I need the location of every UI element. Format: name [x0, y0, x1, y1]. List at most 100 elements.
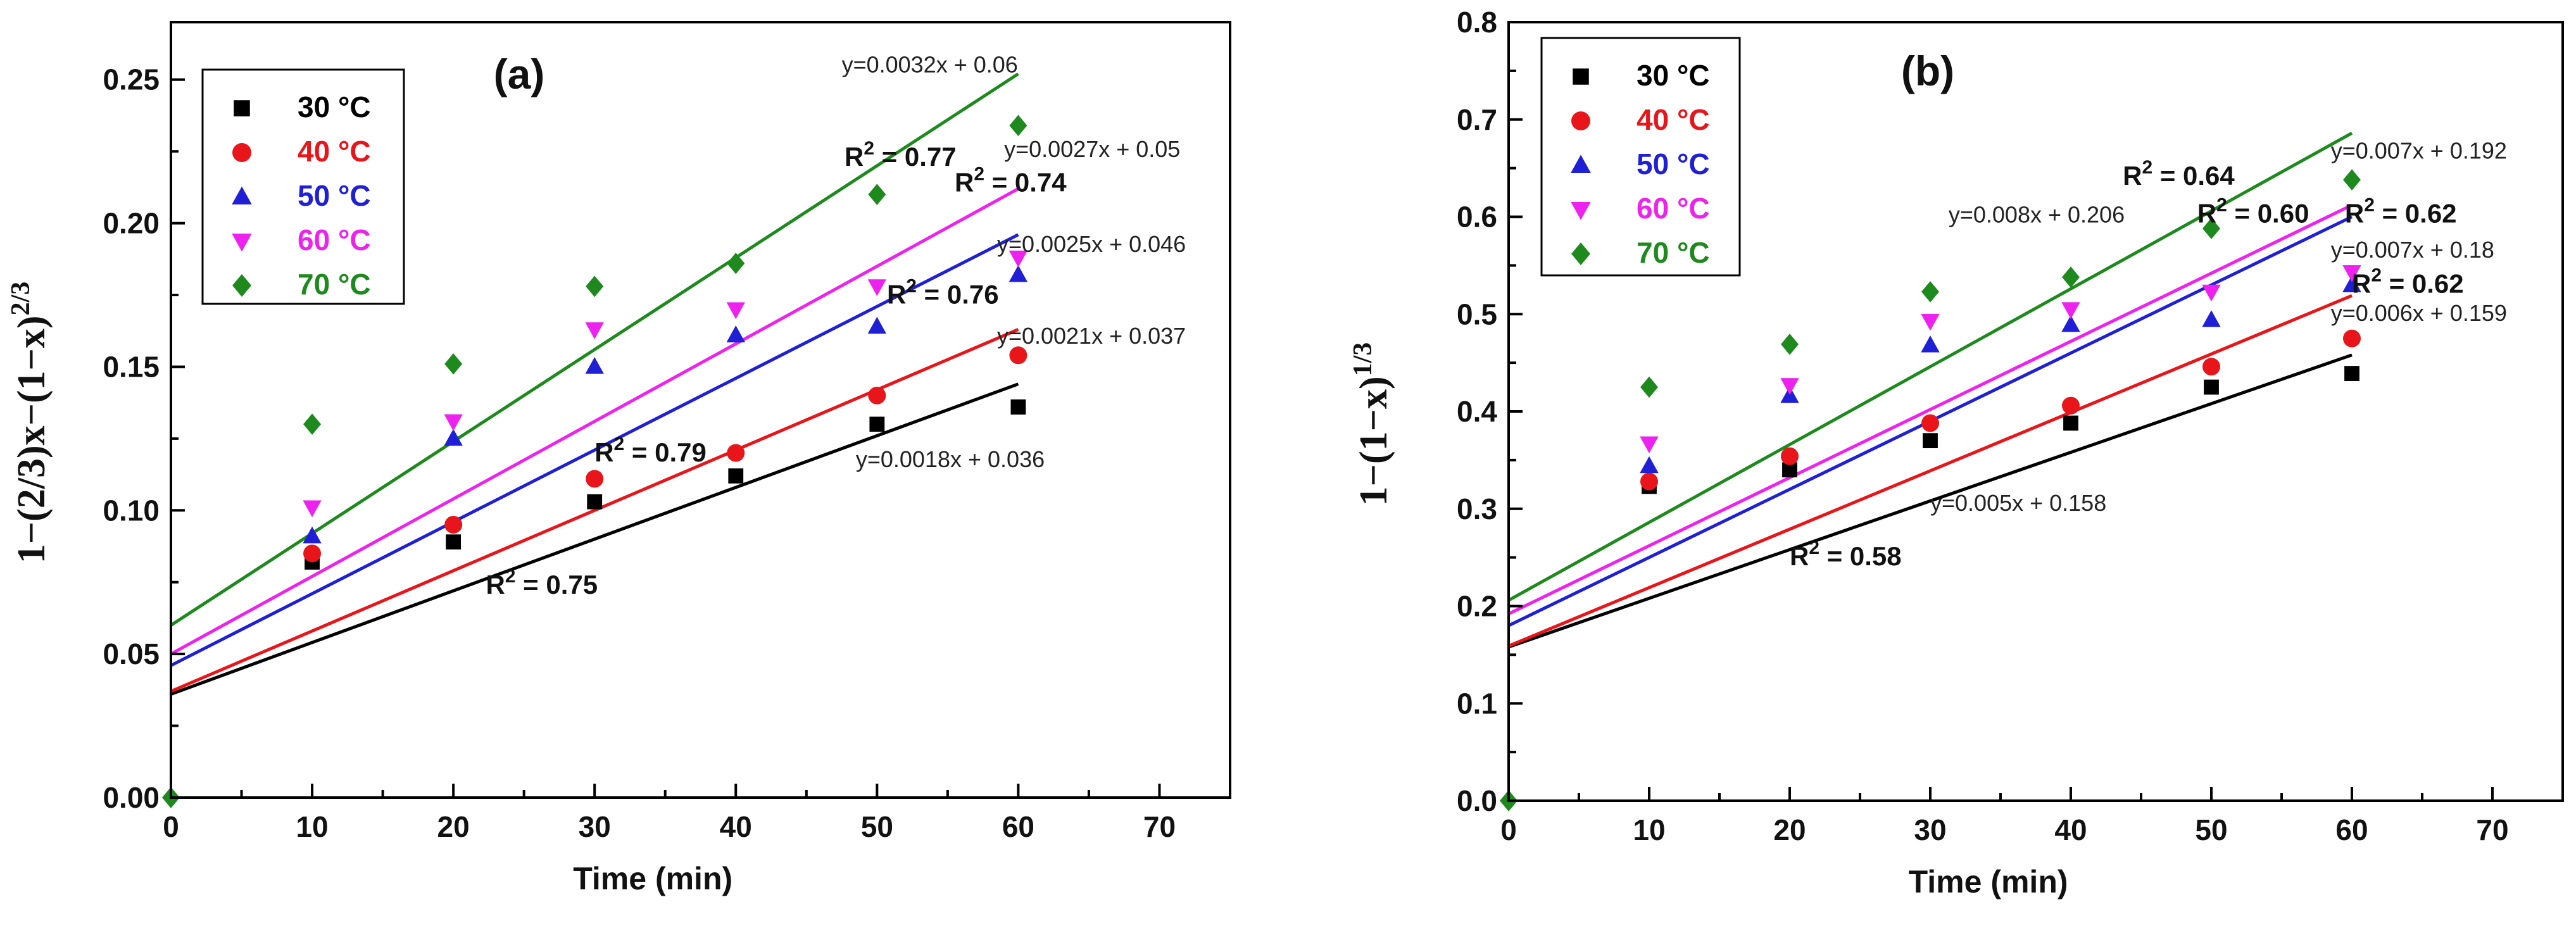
- fit-equation: y=0.0032x + 0.06: [842, 51, 1018, 77]
- data-point: [1781, 447, 1799, 465]
- data-point: [727, 253, 745, 274]
- data-point: [585, 322, 604, 339]
- data-point: [587, 494, 603, 510]
- panel-label: (b): [1901, 47, 1954, 94]
- legend-label: 60 °C: [1637, 192, 1710, 225]
- y-tick-label: 0.7: [1457, 103, 1497, 136]
- y-tick-label: 0.6: [1457, 201, 1497, 234]
- fit-equation: y=0.0021x + 0.037: [997, 323, 1186, 349]
- data-point: [1921, 414, 1939, 432]
- plot-frame: [170, 21, 1231, 799]
- y-tick-label: 0.1: [1457, 687, 1497, 720]
- x-tick-label: 70: [2476, 813, 2508, 846]
- legend-marker: [232, 186, 252, 204]
- data-point: [726, 325, 745, 342]
- x-tick-label: 70: [1143, 810, 1176, 843]
- data-point: [868, 184, 886, 206]
- x-tick-label: 60: [1002, 810, 1034, 843]
- legend-marker: [234, 100, 250, 116]
- data-point: [303, 413, 322, 435]
- panel-b-chart: 0 10 20 30 40 50 60 70 0.0 0.1 0.2 0.3 0.4 0.5 0.6 0.7 0…: [1348, 6, 2564, 899]
- data-point: [728, 468, 744, 484]
- fit-equation: y=0.007x + 0.192: [2331, 137, 2507, 163]
- y-tick-label: 0.8: [1457, 6, 1497, 39]
- data-point: [726, 302, 745, 320]
- y-tick-label: 0.4: [1457, 395, 1497, 428]
- data-point: [2202, 310, 2221, 327]
- data-point: [1782, 462, 1797, 478]
- fit-equation: y=0.008x + 0.206: [1949, 202, 2125, 228]
- data-point: [2062, 266, 2080, 288]
- data-point: [2202, 358, 2220, 376]
- data-point: [586, 470, 604, 488]
- fit-equation: y=0.0025x + 0.046: [997, 231, 1186, 257]
- data-point: [585, 357, 604, 374]
- fit-equation: y=0.006x + 0.159: [2331, 300, 2507, 326]
- fit-equation: y=0.005x + 0.158: [1930, 490, 2106, 516]
- data-point: [2061, 302, 2080, 319]
- data-point: [586, 275, 604, 298]
- y-axis-title-exponent: 1/3: [1348, 342, 1378, 377]
- data-point: [2343, 169, 2361, 191]
- y-tick-label: 0.10: [103, 494, 160, 527]
- legend-marker: [232, 234, 252, 252]
- data-point: [1008, 250, 1028, 268]
- x-tick-label: 10: [296, 810, 328, 843]
- y-tick-label: 0.05: [103, 637, 160, 670]
- x-tick-label: 0: [1500, 813, 1517, 846]
- x-tick-label: 30: [579, 810, 611, 843]
- data-point: [2204, 379, 2219, 395]
- data-point: [1640, 456, 1659, 473]
- y-tick-label: 0.3: [1457, 492, 1497, 525]
- data-point: [1640, 472, 1658, 491]
- fit-equation: y=0.0027x + 0.05: [1004, 136, 1180, 162]
- legend-marker: [232, 143, 251, 162]
- data-point: [1640, 376, 1658, 398]
- legend-label: 50 °C: [1637, 147, 1710, 180]
- fit-line: [170, 187, 1019, 656]
- legend-marker: [1571, 242, 1590, 265]
- r-squared-label: R2 = 0.60: [2197, 195, 2309, 229]
- y-tick-label: 0.0: [1457, 784, 1497, 817]
- data-point: [2062, 396, 2080, 415]
- panel-label: (a): [494, 51, 545, 97]
- legend-marker: [1571, 202, 1591, 220]
- data-point: [444, 515, 463, 534]
- fit-line: [1507, 203, 2353, 616]
- y-tick-label: 0.15: [103, 350, 160, 383]
- legend-label: 30 °C: [298, 91, 371, 123]
- legend-label: 40 °C: [1637, 103, 1710, 136]
- data-point: [446, 534, 462, 550]
- data-point: [444, 429, 463, 446]
- data-point: [1009, 115, 1027, 137]
- fit-equation: y=0.0018x + 0.036: [856, 446, 1045, 472]
- data-point: [1010, 399, 1026, 415]
- x-tick-label: 20: [437, 810, 470, 843]
- data-point: [727, 444, 745, 462]
- r-squared-label: R2 = 0.62: [2345, 195, 2457, 229]
- r-squared-label: R2 = 0.79: [594, 434, 707, 467]
- x-axis-title: Time (min): [573, 861, 732, 896]
- data-point: [867, 316, 887, 334]
- y-tick-label: 0.2: [1457, 590, 1497, 623]
- x-tick-label: 40: [720, 810, 752, 843]
- data-point: [2342, 265, 2361, 282]
- y-tick-label: 0.5: [1457, 298, 1497, 330]
- x-tick-label: 0: [163, 810, 179, 843]
- fit-line: [1508, 353, 2353, 649]
- r-squared-label: R2 = 0.77: [845, 138, 957, 172]
- x-tick-label: 10: [1633, 813, 1665, 846]
- legend-label: 70 °C: [298, 268, 371, 301]
- legend-label: 60 °C: [298, 223, 371, 256]
- data-point: [1921, 335, 1940, 353]
- fit-line: [1508, 294, 2353, 648]
- x-tick-label: 30: [1914, 813, 1946, 846]
- data-point: [2061, 315, 2080, 332]
- legend-marker: [1573, 68, 1589, 85]
- y-axis-title-exponent: 2/3: [6, 282, 35, 316]
- fit-line: [170, 382, 1019, 696]
- r-squared-label: R2 = 0.74: [955, 164, 1067, 197]
- data-point: [1640, 436, 1659, 454]
- y-axis-title: 1−(1−x)1/3: [1348, 342, 1395, 506]
